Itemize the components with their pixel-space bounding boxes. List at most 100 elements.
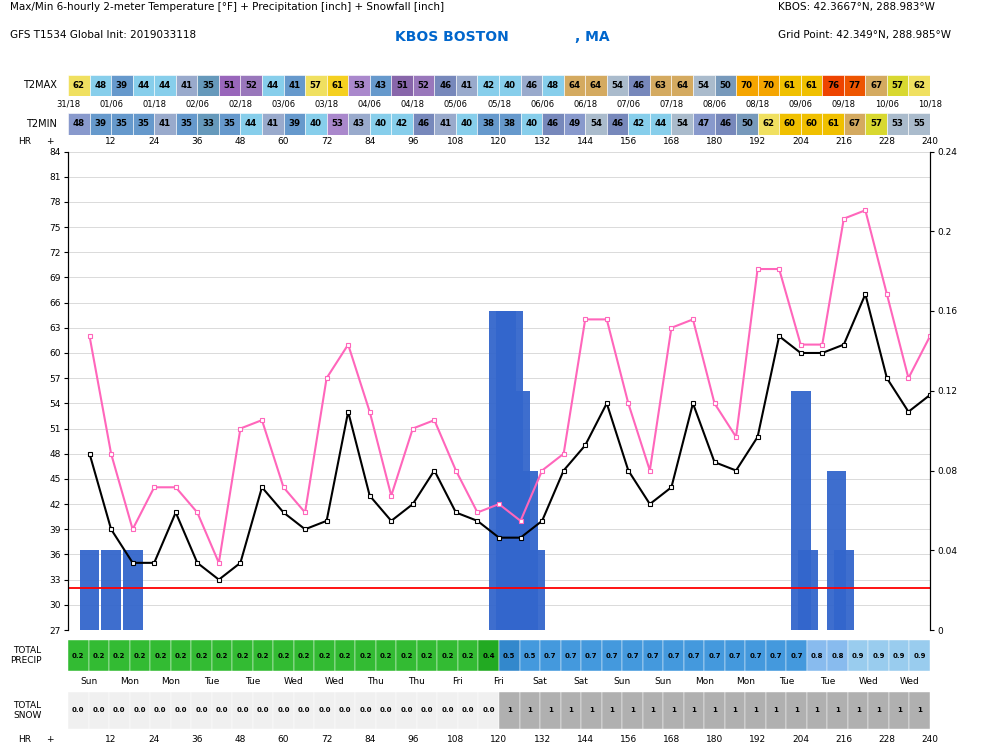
Text: 62: 62 <box>73 81 85 90</box>
Text: Sun: Sun <box>614 676 631 686</box>
Text: 156: 156 <box>620 735 637 744</box>
Bar <box>348 112 370 135</box>
Text: 240: 240 <box>922 137 939 146</box>
Bar <box>305 112 327 135</box>
Text: 0.0: 0.0 <box>482 707 495 713</box>
Text: 10/18: 10/18 <box>918 100 942 109</box>
Text: 216: 216 <box>835 137 852 146</box>
Text: GFS T1534 Global Init: 2019033118: GFS T1534 Global Init: 2019033118 <box>10 30 196 40</box>
Text: Tue: Tue <box>204 676 219 686</box>
Bar <box>130 640 150 671</box>
Text: 0.5: 0.5 <box>503 652 515 658</box>
Bar <box>889 692 909 729</box>
Bar <box>477 112 499 135</box>
Text: 0.7: 0.7 <box>708 652 721 658</box>
Text: 0.8: 0.8 <box>811 652 823 658</box>
Text: 46: 46 <box>439 81 451 90</box>
Text: 0.0: 0.0 <box>462 707 474 713</box>
Text: 61: 61 <box>331 81 343 90</box>
Text: Sun: Sun <box>80 676 97 686</box>
Text: 46: 46 <box>525 81 537 90</box>
Bar <box>520 692 540 729</box>
Text: 0.0: 0.0 <box>359 707 372 713</box>
Bar <box>887 112 908 135</box>
Bar <box>628 75 650 96</box>
Text: 0.7: 0.7 <box>544 652 557 658</box>
Text: 64: 64 <box>568 81 580 90</box>
Text: 120: 120 <box>490 735 508 744</box>
Text: 0.7: 0.7 <box>626 652 639 658</box>
Bar <box>370 75 391 96</box>
Text: 0.2: 0.2 <box>318 652 331 658</box>
Text: 10/06: 10/06 <box>875 100 899 109</box>
Text: 35: 35 <box>224 119 236 128</box>
Text: 0.2: 0.2 <box>442 652 454 658</box>
Bar <box>111 75 133 96</box>
Bar <box>123 550 143 630</box>
Bar <box>887 75 908 96</box>
Text: 1: 1 <box>815 707 820 713</box>
Text: 44: 44 <box>655 119 667 128</box>
Bar <box>458 640 478 671</box>
Text: 0.2: 0.2 <box>236 652 249 658</box>
Text: 192: 192 <box>749 137 766 146</box>
Text: 168: 168 <box>663 735 680 744</box>
Text: 0.0: 0.0 <box>298 707 310 713</box>
Bar <box>376 692 396 729</box>
Text: Sat: Sat <box>533 676 547 686</box>
Text: 0.2: 0.2 <box>154 652 167 658</box>
Text: 35: 35 <box>202 81 214 90</box>
Text: 53: 53 <box>331 119 343 128</box>
Bar <box>413 75 434 96</box>
Text: 0.0: 0.0 <box>195 707 208 713</box>
Bar <box>232 692 253 729</box>
Bar <box>521 112 542 135</box>
Text: 204: 204 <box>792 137 809 146</box>
Text: 72: 72 <box>321 137 332 146</box>
Text: 61: 61 <box>805 81 817 90</box>
Text: 36: 36 <box>192 137 203 146</box>
Bar <box>176 112 197 135</box>
Bar <box>219 75 240 96</box>
Text: 52: 52 <box>418 81 430 90</box>
Bar <box>370 112 391 135</box>
Text: 33: 33 <box>202 119 214 128</box>
Text: 04/06: 04/06 <box>358 100 382 109</box>
Text: 0.9: 0.9 <box>913 652 926 658</box>
Bar <box>827 470 846 630</box>
Bar <box>273 640 294 671</box>
Bar <box>171 640 191 671</box>
Bar <box>294 640 314 671</box>
Text: 0.9: 0.9 <box>852 652 864 658</box>
Text: 0.2: 0.2 <box>113 652 125 658</box>
Text: 0.7: 0.7 <box>667 652 680 658</box>
Bar <box>284 75 305 96</box>
Text: 0.9: 0.9 <box>893 652 905 658</box>
Bar <box>111 112 133 135</box>
Text: 62: 62 <box>913 81 925 90</box>
Text: 70: 70 <box>762 81 774 90</box>
Text: 48: 48 <box>73 119 85 128</box>
Text: 0.2: 0.2 <box>400 652 413 658</box>
Text: 0.7: 0.7 <box>565 652 577 658</box>
Bar <box>786 692 807 729</box>
Text: 0.2: 0.2 <box>195 652 208 658</box>
Text: 47: 47 <box>698 119 710 128</box>
Bar <box>89 640 109 671</box>
Text: Sun: Sun <box>655 676 672 686</box>
Text: 54: 54 <box>676 119 688 128</box>
Text: 01/06: 01/06 <box>99 100 123 109</box>
Bar <box>109 640 130 671</box>
Bar <box>262 75 284 96</box>
Text: 1: 1 <box>794 707 799 713</box>
Text: 64: 64 <box>590 81 602 90</box>
Bar <box>212 692 232 729</box>
Bar <box>834 550 854 630</box>
Text: Tue: Tue <box>779 676 794 686</box>
Text: 40: 40 <box>461 119 473 128</box>
Bar <box>827 640 848 671</box>
Bar <box>798 550 818 630</box>
Text: 50: 50 <box>741 119 753 128</box>
Bar <box>693 112 715 135</box>
Text: 67: 67 <box>849 119 861 128</box>
